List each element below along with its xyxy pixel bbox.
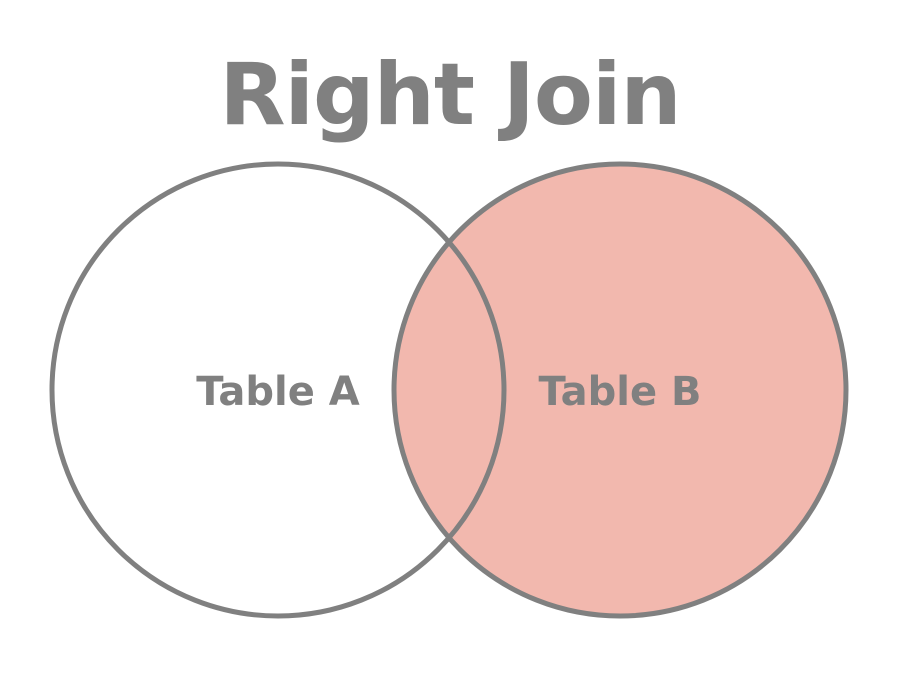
table-a-circle [49,161,507,619]
table-b-circle-fill [394,164,846,616]
diagram-title: Right Join [219,45,681,145]
table-a-label: Table A [196,369,360,415]
table-b-circle [391,161,849,619]
table-b-label: Table B [538,369,701,415]
